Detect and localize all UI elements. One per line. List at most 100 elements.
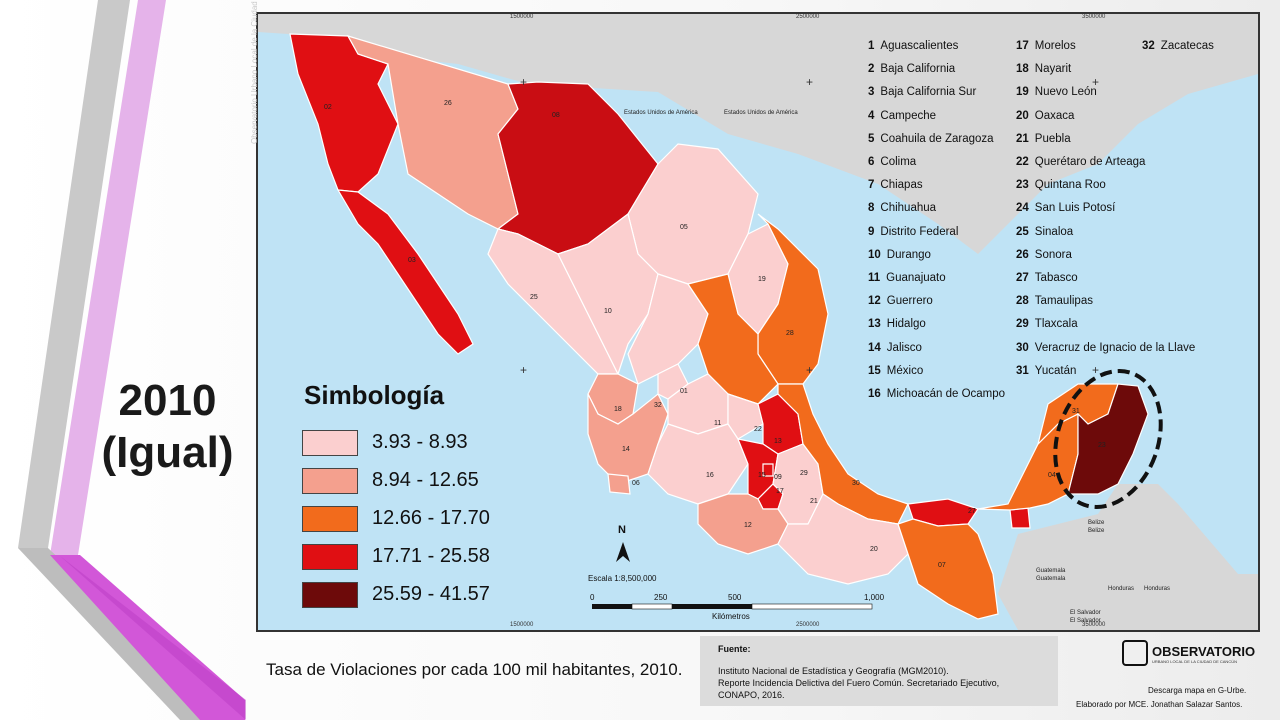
state-code-label: 13 xyxy=(774,438,782,445)
source-box: Fuente: Instituto Nacional de Estadístic… xyxy=(700,636,1058,706)
state-index-number: 32 xyxy=(1142,40,1155,52)
state-code-label: 15 xyxy=(758,472,766,479)
state-code-label: 08 xyxy=(552,112,560,119)
state-index-name: Durango xyxy=(886,248,931,261)
state-index-number: 17 xyxy=(1016,40,1029,52)
state-code-label: 21 xyxy=(810,498,818,505)
state-code-label: 02 xyxy=(324,104,332,111)
state-index-name: Baja California Sur xyxy=(880,86,977,99)
state-index-item: 27 Tabasco xyxy=(1016,272,1078,284)
state-code-label: 17 xyxy=(776,488,784,495)
place-label: Guatemala xyxy=(1036,576,1066,582)
state-index-number: 24 xyxy=(1016,202,1029,215)
state-index-number: 12 xyxy=(868,295,881,308)
state-code-label: 05 xyxy=(680,224,688,231)
place-label: Guatemala xyxy=(1036,568,1066,574)
state-index-number: 20 xyxy=(1016,109,1029,122)
state-index-number: 19 xyxy=(1016,86,1029,99)
source-line: CONAPO, 2016. xyxy=(718,690,785,700)
place-label: Estados Unidos de América xyxy=(724,110,798,116)
state-code-label: 26 xyxy=(444,100,452,107)
state-colima xyxy=(607,473,631,495)
state-index-item: 32 Zacatecas xyxy=(1142,40,1214,52)
place-label: El Salvador xyxy=(1070,618,1101,624)
state-index-name: Oaxaca xyxy=(1034,109,1075,122)
scale-tick-label: 500 xyxy=(728,593,742,602)
state-guerrero xyxy=(697,493,789,555)
state-index-item: 12 Guerrero xyxy=(868,295,933,307)
scale-tick-label: 0 xyxy=(590,593,595,602)
state-distrito-federal xyxy=(762,463,774,477)
state-index-item: 3 Baja California Sur xyxy=(868,86,976,98)
slide-title: 2010 (Igual) xyxy=(95,375,240,479)
state-index-name: Tlaxcala xyxy=(1034,318,1078,331)
state-index-item: 13 Hidalgo xyxy=(868,318,926,330)
legend-swatch xyxy=(302,468,358,494)
coord-label-x: 3500000 xyxy=(1082,622,1106,628)
state-index-name: Colima xyxy=(880,156,917,168)
graticule-mark: + xyxy=(1092,75,1099,89)
state-index-name: Yucatán xyxy=(1034,364,1077,377)
state-index-number: 7 xyxy=(868,179,875,192)
state-index-number: 21 xyxy=(1016,132,1029,145)
legend-label: 8.94 - 12.65 xyxy=(372,469,479,491)
central-america-land xyxy=(998,484,1258,630)
source-heading: Fuente: xyxy=(718,644,751,654)
state-index-item: 20 Oaxaca xyxy=(1016,110,1074,122)
state-index-number: 13 xyxy=(868,318,881,331)
state-index-number: 4 xyxy=(868,109,875,122)
state-index-item: 30 Veracruz de Ignacio de la Llave xyxy=(1016,342,1195,354)
state-index-name: Guanajuato xyxy=(886,272,946,284)
scale-tick-label: 250 xyxy=(654,593,668,602)
coord-label-x: 1500000 xyxy=(510,622,534,628)
state-index-item: 28 Tamaulipas xyxy=(1016,295,1093,307)
legend-swatch xyxy=(302,506,358,532)
state-index-name: Veracruz de Ignacio de la Llave xyxy=(1034,341,1196,354)
state-queretaro xyxy=(727,393,764,440)
state-index-number: 22 xyxy=(1016,156,1029,168)
coord-label-x: 3500000 xyxy=(1082,14,1106,20)
coord-label-x: 2500000 xyxy=(796,14,820,20)
state-index-name: Morelos xyxy=(1034,40,1076,52)
state-index-name: Jalisco xyxy=(886,341,922,354)
state-code-label: 25 xyxy=(530,294,538,301)
map-panel: + + + + + + 1500000 2500000 3500000 1500… xyxy=(250,0,1260,632)
state-code-label: 12 xyxy=(744,522,752,529)
state-index-item: 11 Guanajuato xyxy=(868,272,946,284)
state-index-item: 29 Tlaxcala xyxy=(1016,318,1078,330)
state-index-number: 2 xyxy=(868,63,875,76)
place-label: Estados Unidos de América xyxy=(624,110,698,116)
state-index-item: 15 México xyxy=(868,365,923,377)
symbology-class-3: 12.66 - 17.70 xyxy=(302,506,532,532)
state-index-name: Hidalgo xyxy=(886,318,926,331)
scale-unit: Kilómetros xyxy=(712,612,750,621)
state-index-item: 6 Colima xyxy=(868,156,916,168)
logo-tagline: URBANO LOCAL DE LA CIUDAD DE CANCÚN xyxy=(1152,659,1237,664)
state-index-name: Chihuahua xyxy=(880,202,937,215)
state-index-number: 1 xyxy=(868,40,875,52)
state-index-item: 22 Querétaro de Arteaga xyxy=(1016,156,1145,168)
legend-swatch xyxy=(302,582,358,608)
state-index-name: San Luis Potosí xyxy=(1034,202,1116,215)
state-index-item: 18 Nayarit xyxy=(1016,63,1071,75)
source-line: Instituto Nacional de Estadística y Geog… xyxy=(718,666,949,676)
state-san-luis-potosi xyxy=(687,273,779,405)
state-index-name: Coahuila de Zaragoza xyxy=(880,132,994,145)
legend-label: 17.71 - 25.58 xyxy=(372,545,490,567)
state-index-name: Michoacán de Ocampo xyxy=(886,388,1006,400)
state-index-number: 26 xyxy=(1016,248,1029,261)
state-index-name: Querétaro de Arteaga xyxy=(1034,156,1146,168)
state-index-item: 23 Quintana Roo xyxy=(1016,179,1106,191)
state-code-label: 23 xyxy=(1098,442,1106,449)
state-tabasco-east xyxy=(1009,507,1031,529)
state-code-label: 10 xyxy=(604,308,612,315)
state-index-name: Tabasco xyxy=(1034,272,1078,284)
graticule-mark: + xyxy=(520,75,527,89)
state-index-number: 31 xyxy=(1016,364,1029,377)
scale-text: Escala 1:8,500,000 xyxy=(588,574,657,583)
state-index-item: 2 Baja California xyxy=(868,63,955,75)
state-code-label: 01 xyxy=(680,388,688,395)
state-index-name: Guerrero xyxy=(886,295,933,308)
state-index-item: 5 Coahuila de Zaragoza xyxy=(868,133,994,145)
usa-land xyxy=(258,14,1258,254)
